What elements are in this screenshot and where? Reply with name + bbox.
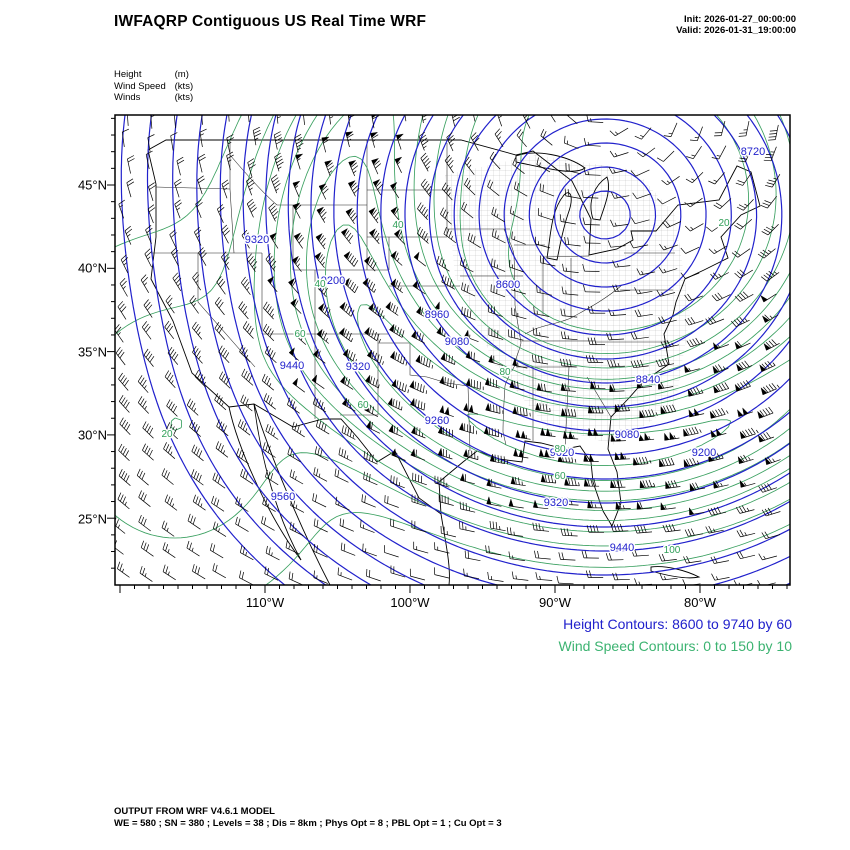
windspeed-contour-label: 60 <box>294 329 306 340</box>
lat-tick-label: 30°N <box>77 427 107 443</box>
geography-outlines <box>147 139 761 585</box>
height-contour-label: 9200 <box>321 275 345 287</box>
legend-row-winds: Winds (kts) <box>114 92 193 104</box>
lon-tick-label: 110°W <box>245 595 285 610</box>
lat-tick-label: 40°N <box>77 260 107 276</box>
height-contour-label: 8600 <box>496 279 520 291</box>
legend-winds-name: Winds <box>114 92 141 103</box>
timestamps: Init: 2026-01-27_00:00:00 Valid: 2026-01… <box>676 14 796 36</box>
windspeed-contour-label: 20 <box>161 429 173 440</box>
weather-map: 8720 9320 9200 8600 8960 9080 9440 9320 9260 8840… <box>107 114 791 593</box>
windspeed-contour-lines <box>115 115 790 585</box>
windspeed-contour-label: 60 <box>554 471 566 482</box>
windspeed-contour-label: 80 <box>499 367 511 378</box>
lon-tick-label: 90°W <box>539 595 571 610</box>
variable-legend: Height (m) Wind Speed (kts) Winds (kts) <box>114 69 193 104</box>
legend-windspeed-unit: (kts) <box>174 80 194 92</box>
height-contour-label: 8960 <box>425 309 449 321</box>
height-contour-label: 9440 <box>280 360 304 372</box>
lon-tick-label: 80°W <box>684 595 716 610</box>
height-contour-label: 8720 <box>741 146 765 158</box>
model-footer: OUTPUT FROM WRF V4.6.1 MODEL WE = 580 ; … <box>114 806 502 829</box>
lat-tick-label: 25°N <box>77 511 107 527</box>
legend-row-windspeed: Wind Speed (kts) <box>114 81 193 93</box>
height-contour-label: 9080 <box>615 429 639 441</box>
axis-ticks <box>107 114 791 593</box>
height-contour-label: 9080 <box>445 336 469 348</box>
windspeed-contour-label: 60 <box>357 400 369 411</box>
page-title: IWFAQRP Contiguous US Real Time WRF <box>114 13 427 30</box>
lat-tick-label: 45°N <box>77 177 107 193</box>
height-contour-label: 9320 <box>245 234 269 246</box>
windspeed-contour-label: 20 <box>718 218 730 229</box>
windspeed-contour-note: Wind Speed Contours: 0 to 150 by 10 <box>558 638 792 654</box>
height-contour-label: 9320 <box>544 497 568 509</box>
height-contour-label: 9200 <box>692 447 716 459</box>
valid-time: Valid: 2026-01-31_19:00:00 <box>676 25 796 36</box>
legend-height-unit: (m) <box>174 69 189 80</box>
height-contour-note: Height Contours: 8600 to 9740 by 60 <box>563 616 792 632</box>
windspeed-contour-label: 40 <box>314 279 326 290</box>
height-contour-lines <box>120 115 790 585</box>
windspeed-contour-label: 80 <box>554 444 566 455</box>
legend-winds-unit: (kts) <box>174 92 194 103</box>
windspeed-contour-label: 40 <box>392 220 404 231</box>
height-contour-label: 9560 <box>271 491 295 503</box>
lat-tick-label: 35°N <box>77 344 107 360</box>
map-border <box>114 114 791 586</box>
footer-line2: WE = 580 ; SN = 380 ; Levels = 38 ; Dis … <box>114 817 502 829</box>
lon-tick-label: 100°W <box>390 595 430 610</box>
county-texture <box>445 155 690 445</box>
wind-barbs <box>115 115 781 585</box>
footer-line1: OUTPUT FROM WRF V4.6.1 MODEL <box>114 806 275 817</box>
legend-height-name: Height <box>114 69 142 80</box>
windspeed-contour-label: 100 <box>664 545 681 556</box>
height-contour-label: 9320 <box>346 361 370 373</box>
legend-windspeed-name: Wind Speed <box>114 80 166 92</box>
legend-row-height: Height (m) <box>114 69 193 81</box>
map-area: 8720 9320 9200 8600 8960 9080 9440 9320 9260 8840… <box>78 114 791 610</box>
height-contour-label: 9260 <box>425 415 449 427</box>
height-contour-label: 9020 <box>550 447 574 459</box>
height-contour-label: 9440 <box>610 542 634 554</box>
init-time: Init: 2026-01-27_00:00:00 <box>684 14 796 25</box>
map-content <box>115 115 790 585</box>
height-contour-label: 8840 <box>636 374 660 386</box>
contour-labels: 8720 9320 9200 8600 8960 9080 9440 9320 9260 8840… <box>160 145 767 558</box>
